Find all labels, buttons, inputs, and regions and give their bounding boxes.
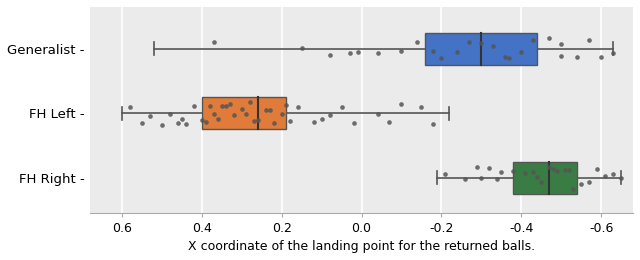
Point xyxy=(556,42,566,46)
Point xyxy=(125,105,135,109)
Point xyxy=(476,41,486,45)
Point xyxy=(292,105,303,109)
Point xyxy=(500,55,510,60)
Point xyxy=(221,104,231,108)
Point xyxy=(544,36,554,40)
Point xyxy=(177,117,187,121)
Point xyxy=(484,166,495,170)
Point xyxy=(248,119,259,124)
Point xyxy=(548,167,558,171)
Point xyxy=(241,112,251,116)
Point xyxy=(504,56,515,60)
Point xyxy=(608,172,618,176)
Point xyxy=(189,104,199,108)
Bar xyxy=(202,97,285,129)
Point xyxy=(564,168,574,172)
Point xyxy=(584,38,595,42)
Point xyxy=(217,104,227,108)
Point xyxy=(452,50,463,54)
Point xyxy=(280,103,291,107)
Point xyxy=(296,46,307,50)
Point xyxy=(440,172,451,176)
Point xyxy=(464,40,474,44)
Point xyxy=(269,121,279,125)
Point xyxy=(385,120,395,124)
Point xyxy=(180,122,191,126)
Point xyxy=(205,104,215,108)
Point xyxy=(576,182,586,186)
Point xyxy=(201,120,211,124)
Point xyxy=(196,118,207,122)
Point xyxy=(416,105,426,109)
Point xyxy=(496,170,506,174)
Point xyxy=(492,177,502,181)
Point xyxy=(476,177,486,181)
Point xyxy=(225,101,235,106)
Point xyxy=(544,165,554,169)
Point xyxy=(228,113,239,117)
Point xyxy=(556,54,566,58)
Point xyxy=(209,112,219,116)
Point xyxy=(396,102,406,106)
Bar xyxy=(426,33,537,65)
Point xyxy=(600,174,610,179)
Point xyxy=(324,113,335,117)
Point xyxy=(324,53,335,57)
Point xyxy=(528,170,538,174)
Point xyxy=(145,114,155,118)
Point xyxy=(137,121,147,125)
Point xyxy=(428,49,438,54)
Point xyxy=(164,112,175,116)
Point xyxy=(592,167,602,171)
Point xyxy=(337,105,347,109)
Point xyxy=(212,116,223,121)
Point xyxy=(472,165,483,169)
Point xyxy=(488,44,499,49)
Point xyxy=(532,175,542,179)
Point xyxy=(308,120,319,125)
Point xyxy=(436,56,447,60)
Point xyxy=(173,121,183,125)
Point xyxy=(572,55,582,59)
Point xyxy=(568,186,579,191)
Point xyxy=(616,176,626,180)
Point xyxy=(276,112,287,116)
Point xyxy=(396,49,406,54)
Point xyxy=(560,168,570,172)
Point xyxy=(353,50,363,54)
Point xyxy=(608,50,618,55)
Point xyxy=(412,40,422,44)
Point xyxy=(157,123,167,127)
Point xyxy=(428,122,438,126)
Point xyxy=(348,121,358,125)
Bar xyxy=(513,162,577,194)
X-axis label: X coordinate of the landing point for the returned balls.: X coordinate of the landing point for th… xyxy=(188,240,535,253)
Point xyxy=(237,107,247,111)
Point xyxy=(244,100,255,104)
Point xyxy=(596,55,606,59)
Point xyxy=(316,117,326,121)
Point xyxy=(372,112,383,116)
Point xyxy=(516,50,526,54)
Point xyxy=(528,38,538,42)
Point xyxy=(536,180,547,184)
Point xyxy=(584,180,595,184)
Point xyxy=(372,51,383,55)
Point xyxy=(520,171,531,176)
Point xyxy=(253,118,263,122)
Point xyxy=(508,169,518,173)
Point xyxy=(460,177,470,181)
Point xyxy=(260,108,271,112)
Point xyxy=(285,119,295,123)
Point xyxy=(552,169,563,173)
Point xyxy=(344,51,355,55)
Point xyxy=(209,40,219,44)
Point xyxy=(264,108,275,112)
